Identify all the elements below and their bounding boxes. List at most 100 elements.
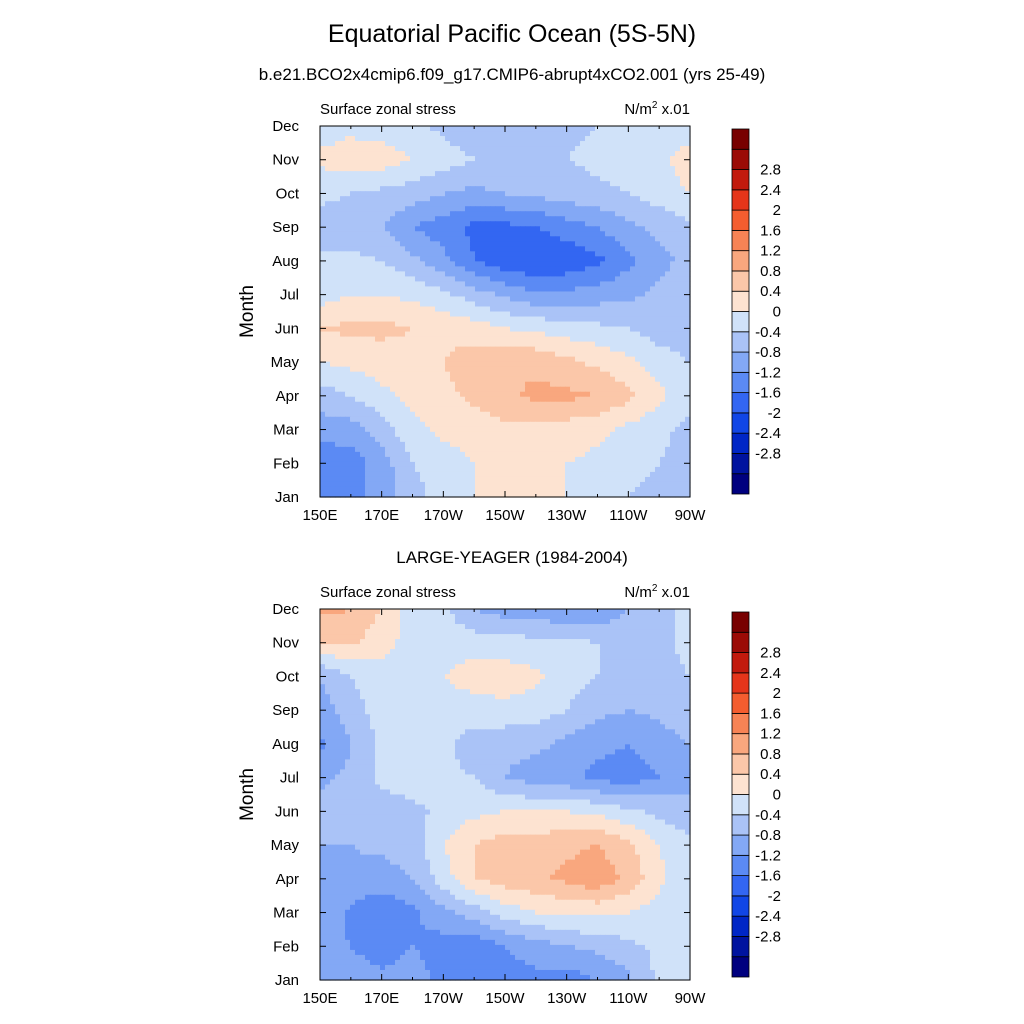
contour-cell <box>435 376 441 383</box>
contour-cell <box>515 396 521 403</box>
contour-cell <box>435 331 441 338</box>
contour-cell <box>610 381 616 388</box>
contour-cell <box>485 291 491 298</box>
contour-cell <box>655 211 661 217</box>
contour-cell <box>625 161 631 167</box>
contour-cell <box>675 136 681 142</box>
contour-cell <box>465 146 471 152</box>
contour-cell <box>525 171 531 177</box>
contour-cell <box>350 336 356 343</box>
contour-cell <box>320 266 326 272</box>
contour-cell <box>420 311 426 318</box>
contour-cell <box>480 286 486 293</box>
contour-cell <box>550 181 556 187</box>
contour-cell <box>555 241 561 247</box>
contour-cell <box>345 136 351 142</box>
contour-cell <box>435 201 441 207</box>
contour-cell <box>610 396 616 403</box>
contour-cell <box>415 176 421 182</box>
contour-cell <box>660 451 666 458</box>
contour-cell <box>480 226 486 232</box>
contour-cell <box>550 271 556 277</box>
contour-cell <box>530 381 536 388</box>
contour-cell <box>355 276 361 283</box>
contour-cell <box>510 261 516 267</box>
contour-cell <box>485 206 491 212</box>
contour-cell <box>480 341 486 348</box>
contour-cell <box>605 201 611 207</box>
contour-cell <box>330 281 336 288</box>
contour-cell <box>505 191 511 197</box>
contour-cell <box>450 136 456 142</box>
contour-cell <box>375 391 381 398</box>
contour-cell <box>365 156 371 162</box>
contour-cell <box>335 296 341 303</box>
contour-cell <box>440 126 446 132</box>
contour-cell <box>535 196 541 202</box>
contour-cell <box>390 181 396 187</box>
contour-cell <box>625 386 631 393</box>
contour-cell <box>540 136 546 142</box>
contour-cell <box>600 381 606 388</box>
contour-cell <box>605 336 611 343</box>
contour-cell <box>670 316 676 323</box>
contour-cell <box>470 306 476 313</box>
contour-cell <box>445 191 451 197</box>
contour-cell <box>575 146 581 152</box>
contour-cell <box>400 356 406 363</box>
contour-cell <box>480 136 486 142</box>
contour-cell <box>325 446 331 453</box>
contour-cell <box>555 186 561 192</box>
contour-cell <box>430 196 436 202</box>
contour-cell <box>570 351 576 358</box>
contour-cell <box>595 381 601 388</box>
contour-cell <box>415 151 421 157</box>
contour-cell <box>615 201 621 207</box>
contour-cell <box>380 226 386 232</box>
contour-cell <box>445 131 451 137</box>
contour-cell <box>370 246 376 252</box>
contour-cell <box>585 216 591 222</box>
contour-cell <box>470 461 476 468</box>
contour-cell <box>525 341 531 348</box>
contour-cell <box>515 431 521 438</box>
contour-cell <box>645 406 651 413</box>
contour-cell <box>580 216 586 222</box>
contour-cell <box>490 321 496 328</box>
contour-cell <box>365 141 371 147</box>
contour-cell <box>450 291 456 298</box>
contour-cell <box>620 136 626 142</box>
contour-cell <box>675 171 681 177</box>
contour-cell <box>455 376 461 383</box>
contour-cell <box>625 281 631 288</box>
contour-cell <box>445 421 451 428</box>
contour-cell <box>420 346 426 353</box>
contour-cell <box>335 301 341 308</box>
contour-cell <box>405 241 411 247</box>
contour-cell <box>495 186 501 192</box>
contour-cell <box>365 131 371 137</box>
contour-cell <box>425 381 431 388</box>
contour-cell <box>675 296 681 303</box>
contour-cell <box>620 201 626 207</box>
contour-cell <box>510 311 516 318</box>
contour-cell <box>405 286 411 293</box>
contour-cell <box>595 246 601 252</box>
contour-cell <box>645 166 651 172</box>
contour-cell <box>425 331 431 338</box>
contour-cell <box>630 386 636 393</box>
contour-cell <box>575 391 581 398</box>
contour-cell <box>570 281 576 288</box>
contour-cell <box>485 301 491 308</box>
contour-cell <box>340 151 346 157</box>
contour-cell <box>520 441 526 448</box>
contour-cell <box>655 291 661 298</box>
contour-cell <box>490 206 496 212</box>
contour-cell <box>600 326 606 333</box>
contour-cell <box>365 221 371 227</box>
contour-cell <box>575 336 581 343</box>
contour-cell <box>395 361 401 368</box>
contour-cell <box>480 256 486 262</box>
contour-cell <box>450 461 456 468</box>
contour-cell <box>620 336 626 343</box>
